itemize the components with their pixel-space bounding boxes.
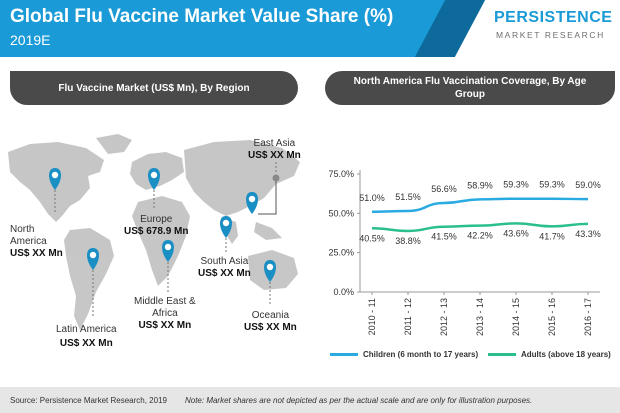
series-line-adults xyxy=(371,222,589,233)
pin-icon-east-asia xyxy=(246,192,258,214)
data-label-adults: 43.3% xyxy=(575,229,601,239)
data-label-adults: 43.6% xyxy=(503,228,529,238)
legend-swatch-adults xyxy=(488,353,516,356)
y-tick-label: 50.0% xyxy=(328,208,354,218)
data-label-children: 59.0% xyxy=(575,180,601,190)
logo-wordmark: PERSISTENCE xyxy=(494,9,613,26)
region-value: US$ XX Mn xyxy=(10,248,63,259)
world-map-graphic xyxy=(8,134,300,330)
x-tick-label: 2012 - 13 xyxy=(439,298,449,336)
y-tick-label: 25.0% xyxy=(328,248,354,258)
y-tick-label: 75.0% xyxy=(328,169,354,179)
region-oceania: Oceania US$ XX Mn xyxy=(244,310,297,334)
data-label-adults: 41.5% xyxy=(431,232,457,242)
data-label-adults: 41.7% xyxy=(539,231,565,241)
x-tick-label: 2010 - 11 xyxy=(367,298,377,335)
world-map: North America US$ XX Mn Latin America US… xyxy=(0,110,310,375)
logo-tagline: MARKET RESEARCH xyxy=(496,30,605,40)
region-name: Europe xyxy=(140,214,173,225)
pin-icon-north-america xyxy=(49,168,61,190)
x-tick-label: 2013 - 14 xyxy=(475,298,485,336)
x-tick-label: 2016 - 17 xyxy=(583,298,593,336)
legend-label-children: Children (6 month to 17 years) xyxy=(363,350,479,359)
series-line-children xyxy=(371,197,589,214)
data-label-adults: 40.5% xyxy=(359,233,385,243)
region-value: US$ XX Mn xyxy=(138,320,192,331)
pin-icon-latin-america xyxy=(87,248,99,270)
pin-icon-oceania xyxy=(264,260,276,282)
region-name: South Asia xyxy=(200,256,249,267)
pin-icon-europe xyxy=(148,168,160,190)
page-title: Global Flu Vaccine Market Value Share (%… xyxy=(10,6,394,27)
data-label-children: 51.0% xyxy=(359,193,385,203)
data-label-children: 58.9% xyxy=(467,180,493,190)
coverage-line-chart: 0.0% 25.0% 50.0% 75.0% 2010 - 11 2011 - 12 201… xyxy=(328,169,601,336)
source-text: Source: Persistence Market Research, 201… xyxy=(10,395,167,405)
east-asia-pointer xyxy=(258,178,277,215)
region-south-asia: South Asia US$ XX Mn xyxy=(198,256,251,280)
company-logo: PERSISTENCE MARKET RESEARCH xyxy=(494,6,614,52)
x-tick-label: 2015 - 16 xyxy=(547,298,557,336)
legend-item-children: Children (6 month to 17 years) xyxy=(330,350,478,359)
region-latin-america: Latin America US$ XX Mn xyxy=(56,324,117,350)
right-section-title: North America Flu Vaccination Coverage, … xyxy=(325,71,615,105)
region-europe: Europe US$ 678.9 Mn xyxy=(124,214,188,238)
note-text: Note: Market shares are not depicted as … xyxy=(184,395,533,405)
region-value: US$ XX Mn xyxy=(198,268,251,279)
footer: Source: Persistence Market Research, 201… xyxy=(0,387,620,413)
data-label-children: 59.3% xyxy=(503,180,529,190)
y-tick-label: 0.0% xyxy=(333,287,354,297)
region-name: Africa xyxy=(152,308,178,319)
legend-label-adults: Adults (above 18 years) xyxy=(521,350,611,359)
region-middle-east-africa: Middle East & Africa US$ XX Mn xyxy=(134,296,196,332)
region-east-asia: East Asia US$ XX Mn xyxy=(248,138,301,162)
region-name: America xyxy=(10,236,47,247)
region-name: Middle East & xyxy=(134,296,196,307)
legend-item-adults: Adults (above 18 years) xyxy=(488,350,611,359)
pin-icon-south-asia xyxy=(220,216,232,238)
region-name: Oceania xyxy=(251,310,290,321)
data-label-children: 51.5% xyxy=(395,192,421,202)
page-subtitle: 2019E xyxy=(10,32,51,48)
region-name: East Asia xyxy=(253,138,296,149)
region-name: Latin America xyxy=(56,324,117,335)
data-label-adults: 38.8% xyxy=(395,236,421,246)
region-north-america: North America US$ XX Mn xyxy=(10,224,63,260)
x-tick-label: 2014 - 15 xyxy=(511,298,521,336)
header-banner xyxy=(0,0,455,57)
region-value: US$ XX Mn xyxy=(248,150,301,161)
region-value: US$ XX Mn xyxy=(244,322,297,333)
x-tick-label: 2011 - 12 xyxy=(403,298,413,335)
data-label-children: 56.6% xyxy=(431,184,457,194)
legend-swatch-children xyxy=(330,353,358,356)
region-value: US$ 678.9 Mn xyxy=(124,226,189,237)
left-section-title: Flu Vaccine Market (US$ Mn), By Region xyxy=(10,71,298,105)
data-label-children: 59.3% xyxy=(539,180,565,190)
data-label-adults: 42.2% xyxy=(467,231,493,241)
region-name: North xyxy=(10,224,35,235)
region-value: US$ XX Mn xyxy=(59,338,113,349)
pin-icon-middle-east-africa xyxy=(162,240,174,262)
